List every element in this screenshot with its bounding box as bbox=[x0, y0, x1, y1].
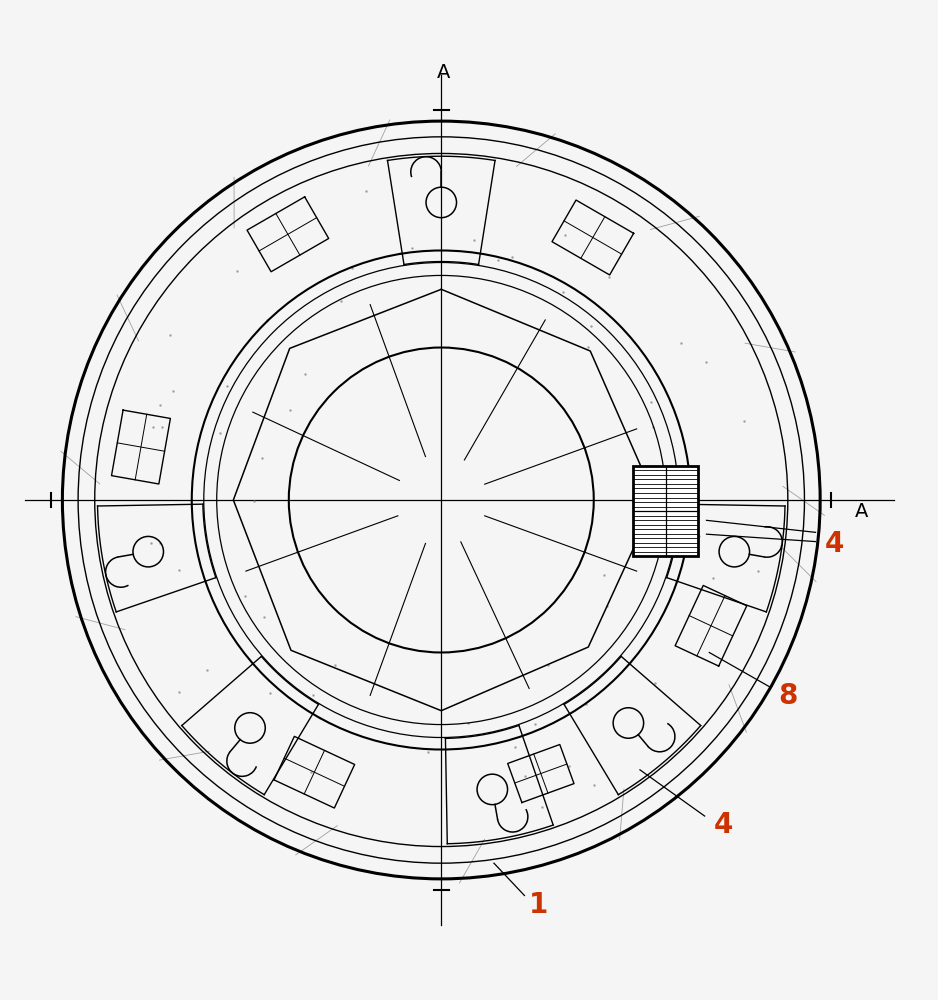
Text: A: A bbox=[436, 63, 450, 82]
Text: 1: 1 bbox=[529, 891, 548, 919]
Text: A: A bbox=[855, 502, 869, 521]
Text: 4: 4 bbox=[825, 530, 843, 558]
Bar bbox=[633, 466, 698, 556]
Text: 8: 8 bbox=[779, 682, 797, 710]
Text: 4: 4 bbox=[714, 811, 733, 839]
